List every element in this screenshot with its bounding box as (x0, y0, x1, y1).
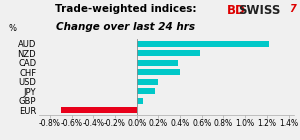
Bar (137, 79, 158, 85)
Text: SWISS: SWISS (238, 4, 281, 17)
Text: BD: BD (226, 4, 245, 17)
Text: Trade-weighted indices:: Trade-weighted indices: (55, 4, 197, 14)
Bar (137, 98, 143, 104)
Bar (137, 88, 155, 94)
Bar (137, 50, 200, 56)
Text: 7: 7 (289, 4, 296, 14)
Bar (61, 107, 137, 113)
Bar (137, 60, 178, 66)
Text: %: % (8, 24, 16, 33)
Bar (137, 41, 269, 47)
Text: Change over last 24 hrs: Change over last 24 hrs (56, 22, 196, 32)
Bar (137, 69, 180, 75)
